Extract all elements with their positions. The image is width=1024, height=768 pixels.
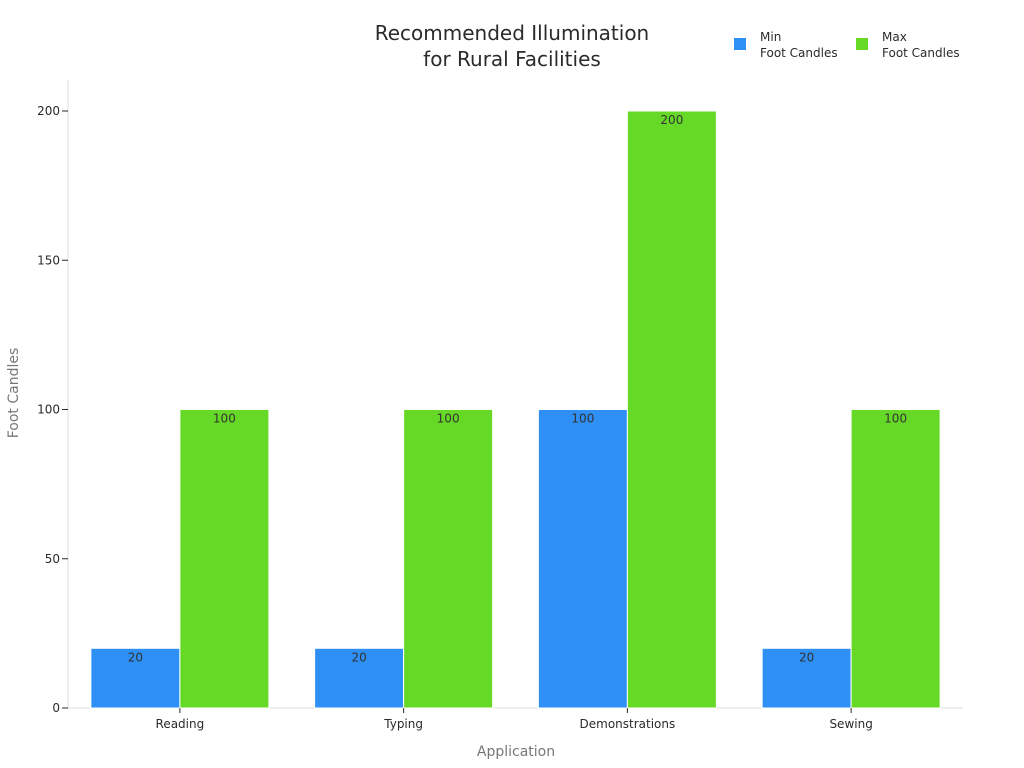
bar-min xyxy=(90,647,181,709)
bar-max xyxy=(179,409,270,709)
y-tick-label: 100 xyxy=(37,403,60,417)
x-tick-label: Demonstrations xyxy=(580,717,676,731)
y-axis-title: Foot Candles xyxy=(6,348,22,439)
legend-item-min: Min Foot Candles xyxy=(734,30,838,60)
legend: Min Foot Candles Max Foot Candles xyxy=(734,30,960,60)
legend-item-max: Max Foot Candles xyxy=(856,30,960,60)
y-tick-label: 150 xyxy=(37,253,60,267)
legend-label-max-line-2: Foot Candles xyxy=(882,46,960,60)
data-label: 100 xyxy=(437,412,460,426)
bar-max xyxy=(850,409,941,709)
legend-label-max-line-1: Max xyxy=(882,30,907,44)
data-label: 100 xyxy=(884,412,907,426)
y-tick-label: 50 xyxy=(45,552,60,566)
data-label: 20 xyxy=(128,650,143,664)
data-label: 100 xyxy=(213,412,236,426)
legend-label-min-line-1: Min xyxy=(760,30,781,44)
data-label: 20 xyxy=(351,650,366,664)
legend-swatch-max xyxy=(856,38,868,50)
y-tick-label: 0 xyxy=(52,701,60,715)
bar-max xyxy=(626,110,717,709)
bar-min xyxy=(537,409,628,709)
x-axis-title: Application xyxy=(477,744,555,760)
chart-title-line-1: Recommended Illumination xyxy=(375,21,650,45)
y-tick-label: 200 xyxy=(37,104,60,118)
data-label: 200 xyxy=(660,113,683,127)
bar-max xyxy=(403,409,494,709)
chart-title-line-2: for Rural Facilities xyxy=(423,47,601,71)
x-tick-label: Typing xyxy=(383,717,423,731)
plot-area: 0 50 100 150 200 20 100 Reading 20 100 Typing 100 20… xyxy=(37,80,963,731)
data-label: 100 xyxy=(571,412,594,426)
data-label: 20 xyxy=(799,650,814,664)
legend-label-min-line-2: Foot Candles xyxy=(760,46,838,60)
bar-min xyxy=(761,647,852,709)
bar-min xyxy=(314,647,405,709)
x-tick-label: Reading xyxy=(156,717,205,731)
chart-title: Recommended Illumination for Rural Facil… xyxy=(375,21,650,71)
legend-swatch-min xyxy=(734,38,746,50)
x-tick-label: Sewing xyxy=(829,717,872,731)
